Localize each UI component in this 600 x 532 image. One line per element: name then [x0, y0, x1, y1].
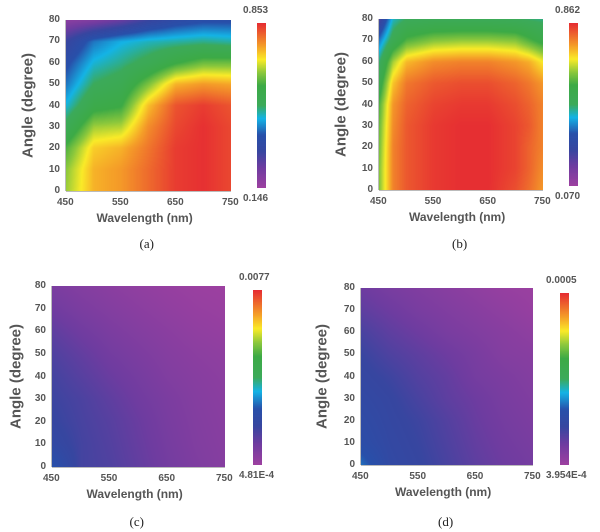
y-tick-label: 20: [34, 415, 46, 427]
y-tick-label: 10: [343, 436, 355, 448]
panel-caption: (a): [139, 236, 154, 251]
y-axis-line: [51, 286, 52, 467]
y-tick-label: 10: [34, 438, 46, 450]
x-tick-label: 650: [158, 473, 176, 484]
colorbar-max-label: 0.0005: [546, 275, 577, 286]
x-tick-label: 750: [534, 196, 551, 207]
heatmap-canvas: [379, 19, 543, 190]
y-tick-label: 70: [34, 302, 46, 314]
x-axis-line: [52, 467, 225, 468]
x-axis-line: [66, 191, 231, 192]
panel-caption: (d): [438, 514, 454, 529]
x-axis-title: Wavelength (nm): [395, 485, 492, 499]
x-tick-label: 450: [370, 196, 387, 207]
y-tick-label: 40: [48, 99, 60, 111]
colorbar: [569, 23, 578, 186]
panel-caption: (b): [452, 236, 468, 251]
x-axis-line: [361, 465, 533, 466]
y-tick-label: 70: [48, 35, 60, 47]
x-axis-title: Wavelength (nm): [86, 487, 183, 501]
y-tick-label: 20: [343, 414, 355, 426]
colorbar: [253, 290, 262, 465]
y-tick-label: 80: [48, 14, 60, 25]
y-tick-label: 60: [343, 326, 355, 338]
y-tick-label: 30: [343, 392, 355, 404]
x-tick-label: 750: [222, 197, 239, 208]
x-tick-label: 750: [216, 473, 233, 484]
y-tick-label: 30: [34, 393, 46, 405]
x-tick-label: 650: [466, 471, 484, 482]
x-axis-title: Wavelength (nm): [96, 211, 193, 225]
y-axis-title: Angle (degree): [19, 52, 37, 158]
x-tick-label: 650: [167, 197, 184, 208]
colorbar-max-label: 0.862: [555, 5, 581, 16]
y-tick-label: 50: [34, 347, 46, 359]
y-tick-label: 10: [48, 163, 60, 175]
y-tick-label: 60: [361, 55, 373, 67]
y-tick-label: 80: [34, 280, 46, 291]
panel-c: 0 10 20 30 40 50 60 70 80 450 550 650 750 Wavelength …: [0, 266, 300, 532]
heatmap-canvas: [66, 20, 231, 191]
y-tick-label: 50: [343, 348, 355, 360]
panel-b: 0 10 20 30 40 50 60 70 80 450 550 650 750 Wavelength …: [300, 0, 600, 266]
y-tick-label: 20: [48, 142, 60, 154]
x-axis-line: [379, 190, 543, 191]
y-tick-label: 0: [367, 184, 373, 195]
x-tick-label: 450: [352, 471, 369, 482]
heatmap-canvas: [52, 286, 225, 467]
y-tick-label: 40: [343, 370, 355, 382]
y-tick-label: 60: [48, 56, 60, 68]
y-tick-label: 50: [361, 77, 373, 89]
y-tick-label: 30: [361, 119, 373, 131]
colorbar: [257, 23, 266, 188]
heatmap-canvas: [361, 288, 533, 465]
colorbar-min-label: 3.954E-4: [546, 470, 587, 481]
y-tick-label: 60: [34, 325, 46, 337]
y-tick-label: 0: [40, 461, 46, 472]
x-tick-label: 450: [43, 473, 60, 484]
x-tick-label: 750: [524, 471, 541, 482]
y-tick-label: 80: [361, 13, 373, 24]
panel-d: 0 10 20 30 40 50 60 70 80 450 550 650 750 Wavelength …: [300, 266, 600, 532]
panel-caption: (c): [129, 514, 144, 529]
colorbar: [560, 293, 569, 465]
y-axis-title: Angle (degree): [7, 323, 25, 429]
panel-a: 0 10 20 30 40 50 60 70 80 450 550 650 750 Wavelength …: [0, 0, 300, 266]
y-tick-label: 10: [361, 162, 373, 174]
y-tick-label: 20: [361, 141, 373, 153]
y-axis-line: [360, 288, 361, 465]
x-tick-label: 650: [479, 196, 497, 207]
y-axis-title: Angle (degree): [313, 323, 331, 429]
x-axis-title: Wavelength (nm): [409, 210, 506, 224]
colorbar-min-label: 0.146: [243, 193, 269, 204]
y-tick-label: 40: [361, 98, 373, 110]
x-tick-label: 550: [112, 197, 129, 208]
x-tick-label: 450: [57, 197, 74, 208]
x-tick-label: 550: [100, 473, 118, 484]
y-tick-label: 80: [343, 282, 355, 293]
y-tick-label: 70: [343, 304, 355, 316]
y-tick-label: 50: [48, 78, 60, 90]
x-tick-label: 550: [424, 196, 442, 207]
y-axis-title: Angle (degree): [332, 51, 350, 157]
y-tick-label: 0: [54, 185, 60, 196]
y-tick-label: 30: [48, 120, 60, 132]
colorbar-min-label: 0.070: [555, 191, 581, 202]
y-tick-label: 40: [34, 370, 46, 382]
y-tick-label: 70: [361, 34, 373, 46]
y-tick-label: 0: [349, 459, 355, 470]
colorbar-max-label: 0.853: [243, 5, 269, 16]
colorbar-min-label: 4.81E-4: [239, 470, 275, 481]
x-tick-label: 550: [409, 471, 427, 482]
colorbar-max-label: 0.0077: [239, 272, 270, 283]
y-axis-line: [378, 19, 379, 190]
y-axis-line: [65, 20, 66, 191]
